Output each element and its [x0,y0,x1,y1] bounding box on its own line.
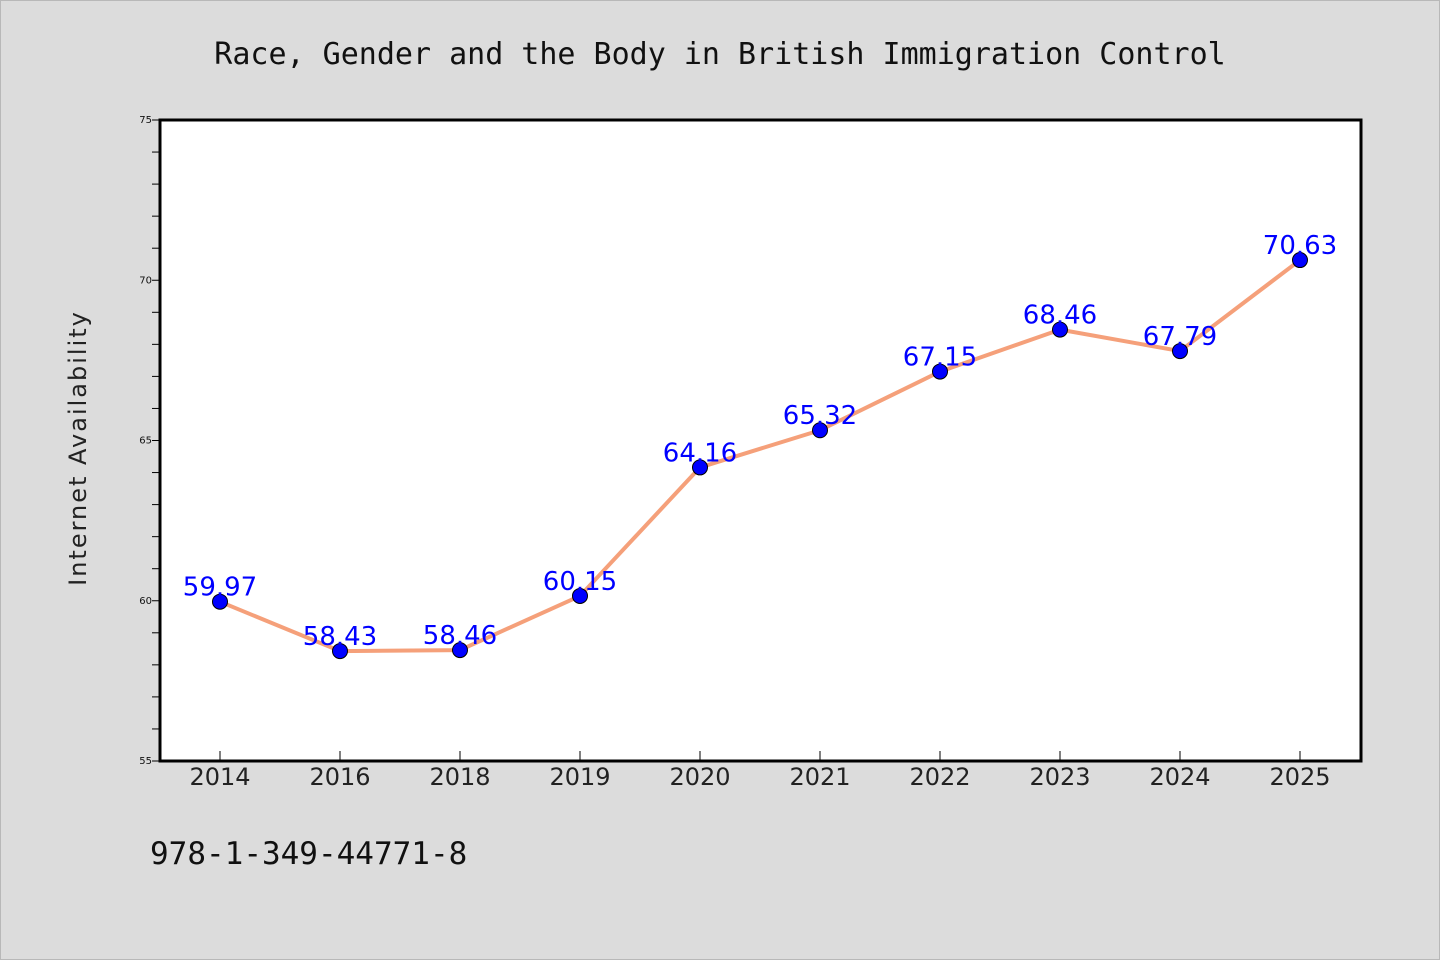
x-tick-label: 2014 [189,763,250,791]
plot-area [158,118,1363,763]
data-label: 59.97 [183,573,257,603]
data-point [812,422,828,439]
x-tick-label: 2018 [429,763,490,791]
data-label: 58.46 [423,621,497,651]
footnote-isbn: 978-1-349-44771-8 [150,836,467,872]
y-tick-label: 55 [139,756,152,767]
data-label: 64.16 [663,438,737,468]
data-point [332,643,348,660]
data-label: 70.63 [1263,231,1337,261]
data-point [1172,343,1188,360]
x-axis: 2014 2016 2018 2019 2020 2021 2022 2023 2024 2025 [189,751,1331,791]
y-tick-label: 75 [139,115,152,126]
data-label: 65.32 [783,401,857,431]
data-point [1052,321,1068,338]
series-internet-availability: 59.97 58.43 58.46 60.15 64.16 65.32 67.15 68.46… [183,231,1337,660]
x-tick-label: 2021 [789,763,850,791]
data-label: 67.79 [1143,322,1217,352]
x-tick-label: 2020 [669,763,730,791]
data-point [932,363,948,380]
series-line [218,258,1302,654]
data-label: 58.43 [303,622,377,652]
data-point [572,587,588,604]
data-point [692,459,708,476]
data-point [212,593,228,610]
x-tick-label: 2023 [1029,763,1090,791]
y-axis-label: Internet Availability [64,310,92,586]
data-label: 67.15 [903,343,977,373]
x-tick-label: 2022 [909,763,970,791]
y-tick-label: 70 [139,275,152,286]
data-point [1292,252,1308,269]
data-label: 68.46 [1023,301,1097,331]
chart-title: Race, Gender and the Body in British Imm… [214,37,1225,72]
x-tick-label: 2019 [549,763,610,791]
y-axis: 55 60 65 70 75 [139,115,160,767]
x-tick-label: 2025 [1269,763,1330,791]
y-tick-label: 65 [139,436,152,447]
y-tick-label: 60 [139,596,152,607]
data-label: 60.15 [543,567,617,597]
x-tick-label: 2024 [1149,763,1210,791]
x-tick-label: 2016 [309,763,370,791]
data-point [452,642,468,659]
